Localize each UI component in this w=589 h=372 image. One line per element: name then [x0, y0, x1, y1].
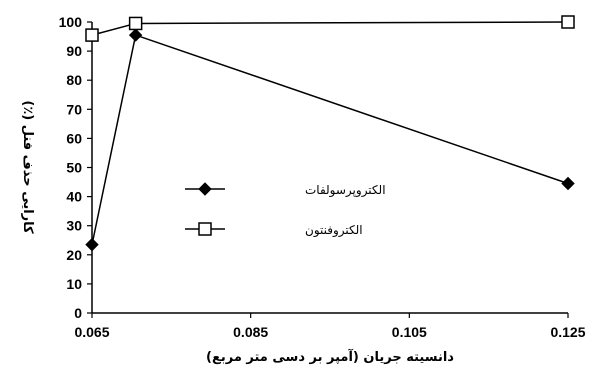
y-tick-label: 20: [66, 247, 82, 263]
y-tick-label: 60: [66, 130, 82, 146]
y-axis-title: کارایی حذف فنل (٪): [20, 100, 35, 234]
y-tick-label: 100: [59, 14, 83, 30]
y-tick-label: 50: [66, 160, 82, 176]
series-line-0: [91, 34, 569, 245]
series-line-1: [91, 21, 569, 36]
series-0-point: [85, 237, 99, 252]
series-layer: [85, 15, 575, 252]
series-1-point: [561, 15, 575, 29]
y-tick-label: 70: [66, 101, 82, 117]
y-tick-label: 90: [66, 43, 82, 59]
x-ticks: 0.065 0.085 0.105 0.125: [74, 313, 586, 340]
series-0-point: [128, 28, 143, 42]
legend-marker-1: [198, 222, 212, 236]
x-axis-title: دانسیته جریان (آمپر بر دسی متر مربع): [206, 348, 454, 365]
series-1-point: [128, 16, 143, 31]
y-tick-label: 0: [74, 305, 82, 321]
y-tick-label: 30: [66, 218, 82, 234]
x-tick-label: 0.065: [74, 324, 109, 340]
y-tick-label: 80: [66, 72, 82, 88]
x-tick-label: 0.085: [233, 324, 268, 340]
legend-marker-0: [198, 182, 212, 196]
x-tick-label: 0.105: [392, 324, 427, 340]
y-tick-label: 10: [66, 276, 82, 292]
y-tick-label: 40: [66, 189, 82, 205]
legend-label-0: الکتروپرسولفات: [305, 183, 386, 198]
x-tick-label: 0.125: [550, 324, 585, 340]
axes: [91, 22, 568, 314]
y-ticks: 0 10 20 30 40 50 60 70 80 90 100: [59, 14, 92, 321]
series-0-point: [561, 176, 575, 191]
series-1-point: [85, 28, 99, 42]
legend-label-1: الکتروفنتون: [305, 223, 363, 238]
legend: الکتروپرسولفات الکتروفنتون: [185, 182, 386, 238]
